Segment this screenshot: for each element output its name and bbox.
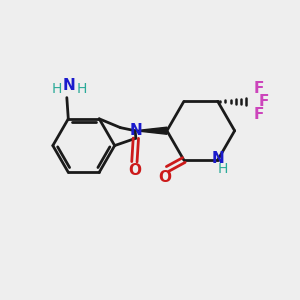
Text: H: H: [218, 163, 228, 176]
Text: F: F: [258, 94, 268, 109]
Text: N: N: [212, 151, 225, 166]
Text: O: O: [158, 169, 171, 184]
Text: N: N: [63, 78, 76, 93]
Text: H: H: [76, 82, 87, 96]
Text: O: O: [128, 163, 141, 178]
Text: F: F: [254, 81, 264, 96]
Polygon shape: [135, 127, 167, 134]
Text: F: F: [254, 107, 264, 122]
Text: H: H: [51, 82, 62, 96]
Text: N: N: [130, 123, 142, 138]
